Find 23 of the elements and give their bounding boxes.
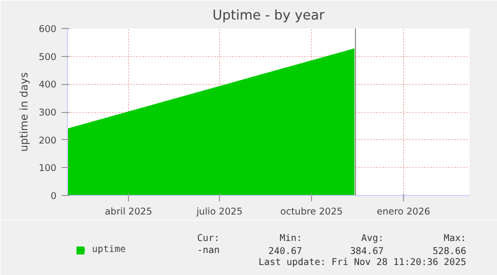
text: Cur: [197,233,220,244]
x-tick-label: octubre 2025 [280,206,343,218]
text: Avg: [361,233,384,244]
text: Min: [280,233,302,244]
x-tick-label: julio 2025 [195,206,243,218]
y-tick-label: 600 [38,24,57,35]
y-tick-label: 500 [38,52,57,63]
text: Max: [444,233,466,244]
legend-label: uptime [92,244,126,255]
text: Last update: Fri Nov 28 11:20:36 2025 [258,257,466,268]
text: -nan [197,245,220,256]
text: 384.67 [350,246,384,257]
chart-title: Uptime - by year [212,8,325,24]
text: 528.66 [432,246,467,257]
y-tick-label: 100 [38,163,57,174]
x-tick-label: abril 2025 [104,206,152,218]
x-tick-label: enero 2026 [376,206,430,218]
y-tick-label: 0 [50,191,57,202]
y-tick-label: 400 [38,80,57,91]
y-tick-label: 200 [38,135,57,146]
y-axis-title: uptime in days [18,72,31,152]
y-tick-label: 300 [38,108,57,118]
text: 240.67 [268,246,302,257]
